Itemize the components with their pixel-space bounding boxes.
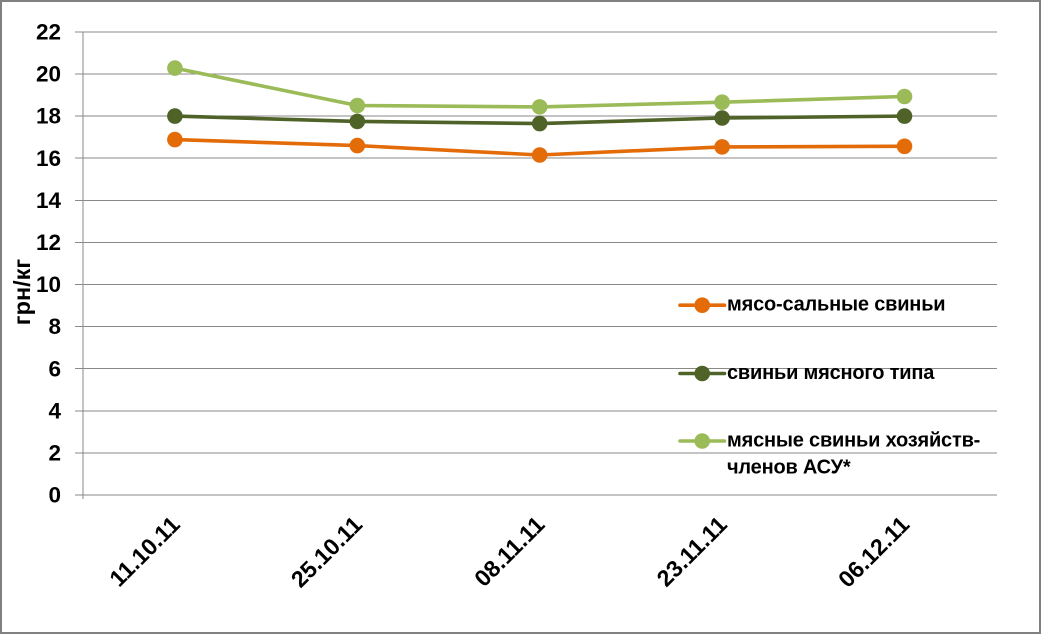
svg-text:свиньи мясного типа: свиньи мясного типа bbox=[727, 362, 935, 384]
svg-text:10: 10 bbox=[36, 272, 61, 297]
svg-text:22: 22 bbox=[36, 20, 61, 45]
svg-text:14: 14 bbox=[36, 188, 62, 213]
svg-text:0: 0 bbox=[48, 483, 61, 508]
svg-text:18: 18 bbox=[36, 104, 61, 129]
svg-text:2: 2 bbox=[48, 441, 61, 466]
svg-text:4: 4 bbox=[48, 398, 61, 423]
svg-text:мясные свиньи хозяйств-: мясные свиньи хозяйств- bbox=[727, 429, 980, 451]
svg-text:6: 6 bbox=[48, 356, 61, 381]
svg-text:8: 8 bbox=[48, 314, 61, 339]
svg-text:16: 16 bbox=[36, 146, 61, 171]
svg-text:20: 20 bbox=[36, 62, 61, 87]
svg-text:12: 12 bbox=[36, 230, 61, 255]
svg-text:мясо-сальные свиньи: мясо-сальные свиньи bbox=[727, 294, 945, 316]
svg-text:грн/кг: грн/кг bbox=[9, 259, 35, 326]
svg-text:членов АСУ*: членов АСУ* bbox=[727, 456, 851, 478]
